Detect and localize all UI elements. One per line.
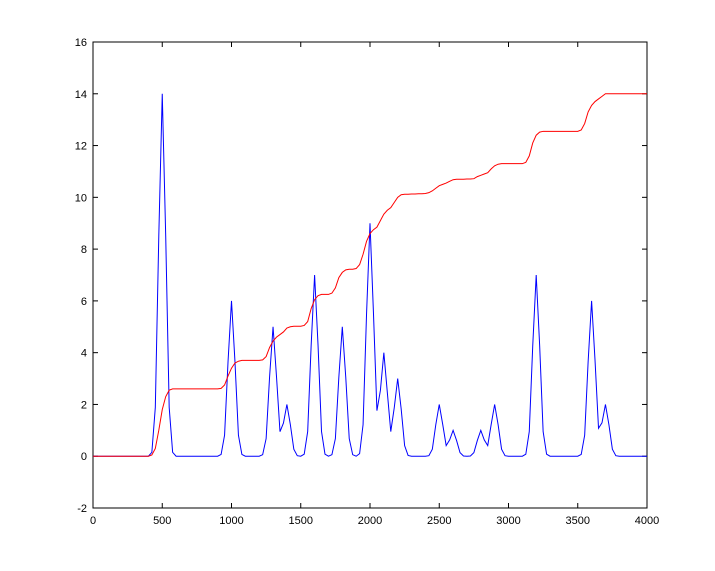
y-tick-label: 4: [81, 348, 87, 360]
y-tick-label: 12: [75, 141, 87, 153]
y-tick-label: 10: [75, 192, 87, 204]
y-tick-label: 0: [81, 451, 87, 463]
x-tick-label: 2000: [358, 515, 382, 527]
x-tick-label: 1000: [219, 515, 243, 527]
x-tick-label: 2500: [427, 515, 451, 527]
x-tick-label: 4000: [635, 515, 659, 527]
x-tick-label: 500: [153, 515, 171, 527]
x-tick-label: 0: [90, 515, 96, 527]
data-line: [93, 93, 647, 457]
y-tick-label: -2: [77, 503, 87, 515]
y-tick-label: 2: [81, 399, 87, 411]
y-tick-label: 14: [75, 89, 87, 101]
y-tick-label: 16: [75, 37, 87, 49]
data-line: [93, 93, 647, 457]
x-tick-label: 3500: [566, 515, 590, 527]
x-tick-label: 1500: [289, 515, 313, 527]
y-tick-label: 8: [81, 244, 87, 256]
plot-box: [92, 41, 648, 509]
x-tick-label: 3000: [496, 515, 520, 527]
y-tick-label: 6: [81, 296, 87, 308]
